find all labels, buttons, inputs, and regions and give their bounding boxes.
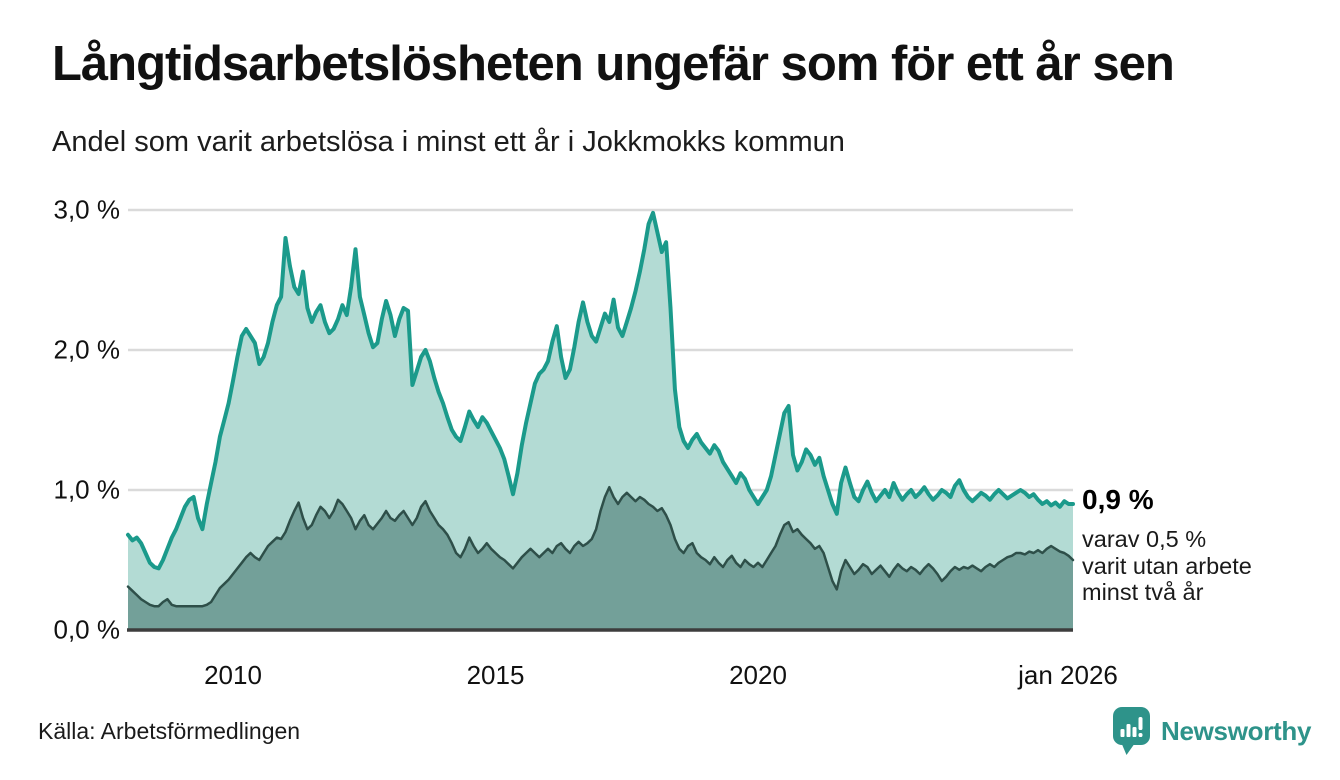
x-tick-label: jan 2026: [1018, 660, 1118, 690]
page-title: Långtidsarbetslösheten ungefär som för e…: [52, 37, 1175, 91]
newsworthy-logo: Newsworthy: [1112, 706, 1311, 756]
source-credit: Källa: Arbetsförmedlingen: [38, 718, 301, 744]
y-tick-label: 3,0 %: [53, 194, 121, 225]
x-tick-label: 2010: [204, 660, 262, 690]
x-tick-label: 2020: [729, 660, 787, 690]
end-value-sublabel: varav 0,5 % varit utan arbete minst två …: [1082, 526, 1332, 606]
series-line: [126, 485, 1075, 608]
y-tick-label: 0,0 %: [53, 614, 121, 645]
end-value-label: 0,9 %: [1082, 484, 1154, 515]
end-value-annotation: 0,9 % varav 0,5 % varit utan arbete mins…: [1082, 484, 1332, 606]
series-line: [126, 210, 1075, 571]
chart-subtitle: Andel som varit arbetslösa i minst ett å…: [52, 126, 845, 158]
logo-wordmark: Newsworthy: [1161, 715, 1312, 746]
annotation-line: varav 0,5 %: [1082, 526, 1207, 552]
bar-chart-bubble-icon: [1113, 707, 1150, 755]
y-tick-label: 1,0 %: [53, 474, 121, 505]
annotation-line: minst två år: [1082, 579, 1204, 605]
y-tick-label: 2,0 %: [53, 334, 121, 365]
x-tick-label: 2015: [466, 660, 525, 690]
annotation-line: varit utan arbete: [1082, 552, 1252, 579]
area-fill: [128, 487, 1073, 630]
